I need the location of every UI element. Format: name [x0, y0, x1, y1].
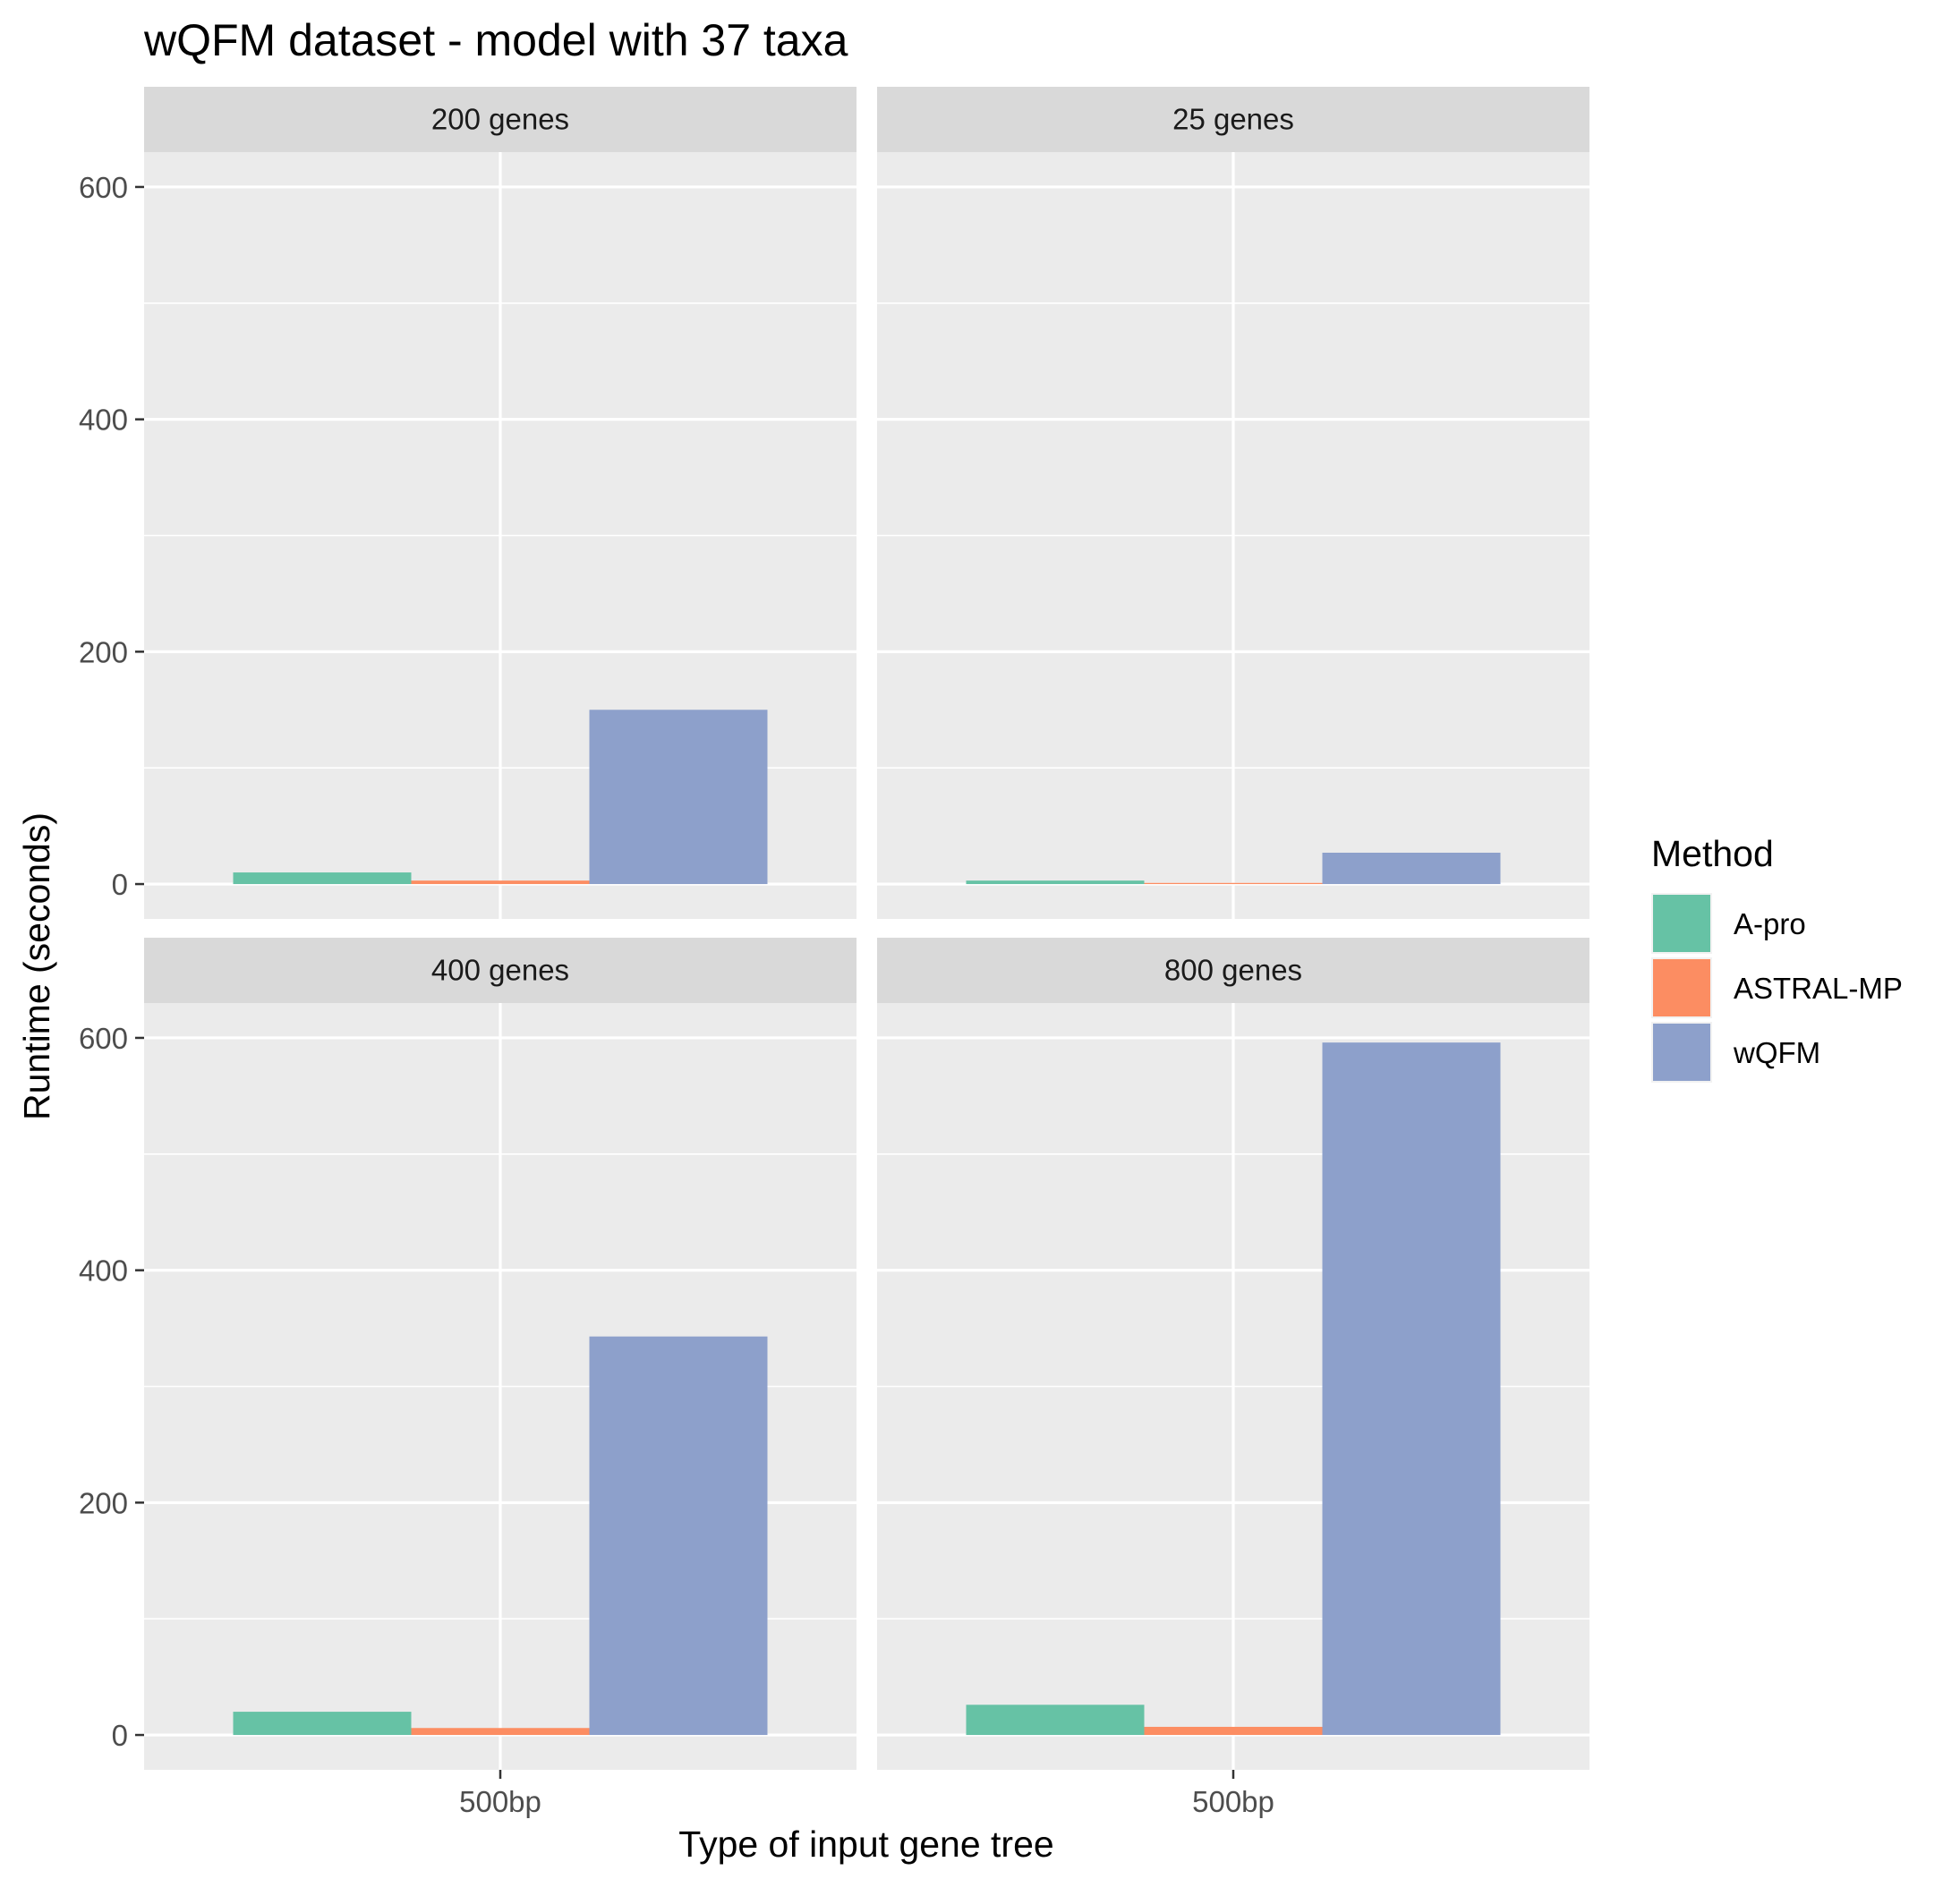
facet-strip-label: 800 genes — [1164, 954, 1302, 987]
x-tick-label: 500bp — [459, 1785, 541, 1818]
facet-strip-label: 25 genes — [1172, 103, 1294, 136]
bar-wqfm — [1322, 852, 1501, 885]
bar-astral-mp — [1144, 1726, 1323, 1736]
bar-wqfm — [1322, 1042, 1501, 1736]
x-tick-label: 500bp — [1192, 1785, 1274, 1818]
bar-a-pro — [966, 880, 1145, 885]
y-tick-label: 400 — [79, 404, 128, 437]
bar-astral-mp — [1144, 882, 1323, 885]
facet-strip — [144, 87, 856, 152]
y-tick-label: 0 — [112, 1719, 128, 1752]
legend-label: A-pro — [1734, 907, 1806, 940]
legend-key-wqfm — [1653, 1024, 1710, 1081]
legend: Method A-pro ASTRAL-MP wQFM — [1651, 833, 1903, 1083]
legend-label: ASTRAL-MP — [1734, 972, 1903, 1005]
legend-key-astral-mp — [1653, 959, 1710, 1016]
facet-panel: 200 genes 0 200 400 600 — [79, 87, 856, 919]
y-tick-label: 400 — [79, 1254, 128, 1288]
bar-a-pro — [233, 872, 412, 885]
facet-strip — [144, 938, 856, 1003]
facet-panel: 400 genes 0 200 400 600 500bp — [79, 938, 856, 1818]
bar-a-pro — [966, 1705, 1145, 1736]
y-tick-label: 600 — [79, 1022, 128, 1055]
bar-astral-mp — [411, 1728, 590, 1736]
x-axis-title: Type of input gene tree — [678, 1824, 1053, 1865]
bar-wqfm — [589, 710, 768, 885]
y-tick-label: 0 — [112, 868, 128, 901]
bar-astral-mp — [411, 880, 590, 885]
facet-panel: 800 genes 500bp — [877, 938, 1589, 1818]
chart-title: wQFM dataset - model with 37 taxa — [143, 15, 848, 65]
facet-strip-label: 200 genes — [431, 103, 569, 136]
facet-strip-label: 400 genes — [431, 954, 569, 987]
legend-key-a-pro — [1653, 895, 1710, 952]
y-tick-label: 600 — [79, 171, 128, 204]
legend-label: wQFM — [1733, 1036, 1820, 1069]
facet-panel: 25 genes — [877, 87, 1589, 919]
bar-a-pro — [233, 1712, 412, 1736]
y-tick-label: 200 — [79, 1486, 128, 1519]
facet-strip — [877, 87, 1589, 152]
y-tick-label: 200 — [79, 635, 128, 668]
bar-wqfm — [589, 1336, 768, 1736]
facet-strip — [877, 938, 1589, 1003]
y-axis-title: Runtime (seconds) — [16, 812, 57, 1120]
legend-title: Method — [1651, 833, 1774, 874]
